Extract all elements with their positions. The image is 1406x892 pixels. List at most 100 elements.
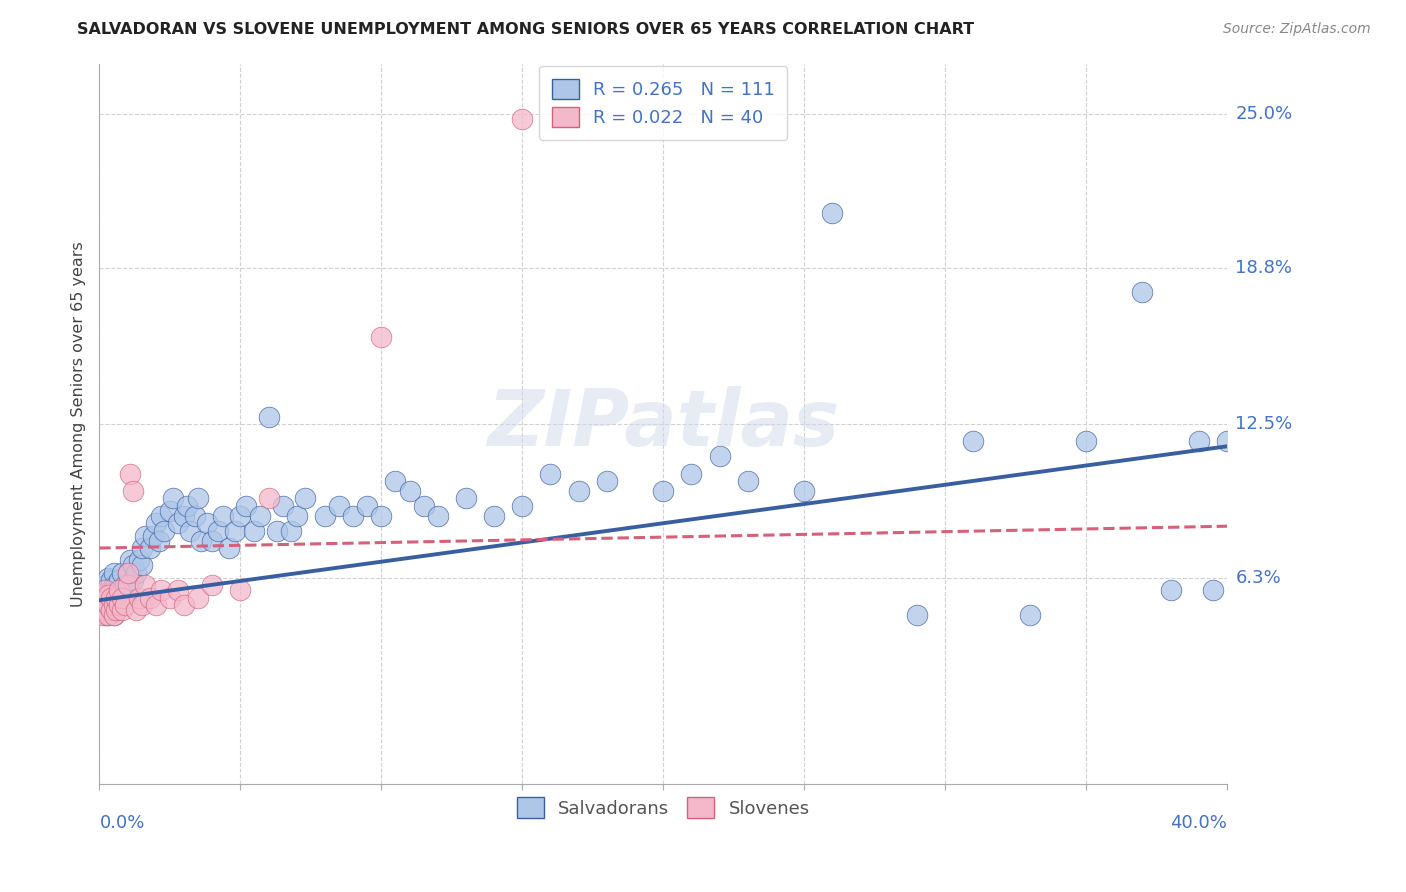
Point: [195, 516, 218, 531]
Point: [1258, 459, 1281, 474]
Point: [100, 574, 122, 588]
Point: [173, 598, 195, 612]
Point: [173, 508, 195, 523]
Point: [128, 553, 150, 567]
Point: [97, 588, 120, 602]
Point: [105, 603, 128, 617]
Point: [108, 574, 131, 588]
Point: [384, 474, 406, 488]
Point: [1216, 434, 1239, 449]
Point: [128, 591, 150, 605]
Point: [97, 578, 120, 592]
Point: [793, 483, 815, 498]
Point: [370, 330, 392, 344]
Point: [1018, 608, 1040, 623]
Text: 40.0%: 40.0%: [1170, 814, 1227, 832]
Point: [103, 588, 125, 602]
Point: [134, 528, 156, 542]
Point: [229, 583, 252, 598]
Point: [105, 603, 128, 617]
Text: 18.8%: 18.8%: [1236, 259, 1292, 277]
Point: [540, 467, 562, 481]
Point: [117, 566, 139, 580]
Point: [179, 524, 201, 538]
Point: [510, 112, 533, 126]
Point: [142, 528, 165, 542]
Point: [150, 508, 173, 523]
Point: [162, 491, 184, 506]
Point: [266, 524, 288, 538]
Point: [454, 491, 477, 506]
Point: [187, 591, 209, 605]
Point: [148, 533, 170, 548]
Point: [94, 593, 117, 607]
Point: [94, 583, 117, 598]
Text: 6.3%: 6.3%: [1236, 569, 1281, 587]
Point: [962, 434, 984, 449]
Point: [91, 608, 114, 623]
Point: [412, 499, 434, 513]
Point: [108, 598, 131, 612]
Point: [103, 598, 125, 612]
Point: [100, 603, 122, 617]
Point: [103, 608, 125, 623]
Point: [294, 491, 316, 506]
Point: [1301, 459, 1323, 474]
Point: [100, 593, 122, 607]
Point: [243, 524, 266, 538]
Point: [139, 541, 162, 555]
Point: [342, 508, 364, 523]
Point: [105, 578, 128, 592]
Point: [167, 516, 190, 531]
Point: [218, 541, 240, 555]
Point: [229, 508, 252, 523]
Point: [114, 578, 136, 592]
Point: [120, 467, 142, 481]
Point: [122, 574, 145, 588]
Point: [257, 491, 280, 506]
Point: [120, 553, 142, 567]
Point: [97, 588, 120, 602]
Point: [97, 598, 120, 612]
Point: [97, 598, 120, 612]
Point: [103, 578, 125, 592]
Point: [314, 508, 336, 523]
Point: [150, 583, 173, 598]
Point: [285, 508, 308, 523]
Point: [681, 467, 703, 481]
Point: [91, 603, 114, 617]
Point: [108, 598, 131, 612]
Point: [91, 598, 114, 612]
Point: [187, 491, 209, 506]
Point: [356, 499, 378, 513]
Point: [1132, 285, 1154, 300]
Point: [280, 524, 302, 538]
Point: [94, 608, 117, 623]
Point: [114, 591, 136, 605]
Point: [212, 508, 235, 523]
Text: Source: ZipAtlas.com: Source: ZipAtlas.com: [1223, 22, 1371, 37]
Point: [1329, 459, 1351, 474]
Point: [184, 508, 207, 523]
Point: [1202, 583, 1225, 598]
Text: 12.5%: 12.5%: [1236, 415, 1292, 433]
Point: [153, 524, 176, 538]
Point: [201, 578, 224, 592]
Point: [249, 508, 271, 523]
Point: [207, 524, 229, 538]
Point: [100, 591, 122, 605]
Point: [131, 541, 153, 555]
Text: ZIPatlas: ZIPatlas: [486, 386, 839, 462]
Point: [105, 591, 128, 605]
Point: [111, 593, 134, 607]
Point: [224, 524, 246, 538]
Point: [134, 578, 156, 592]
Point: [122, 558, 145, 573]
Point: [111, 583, 134, 598]
Point: [235, 499, 257, 513]
Point: [91, 588, 114, 602]
Point: [190, 533, 212, 548]
Point: [100, 603, 122, 617]
Point: [100, 583, 122, 598]
Point: [91, 583, 114, 598]
